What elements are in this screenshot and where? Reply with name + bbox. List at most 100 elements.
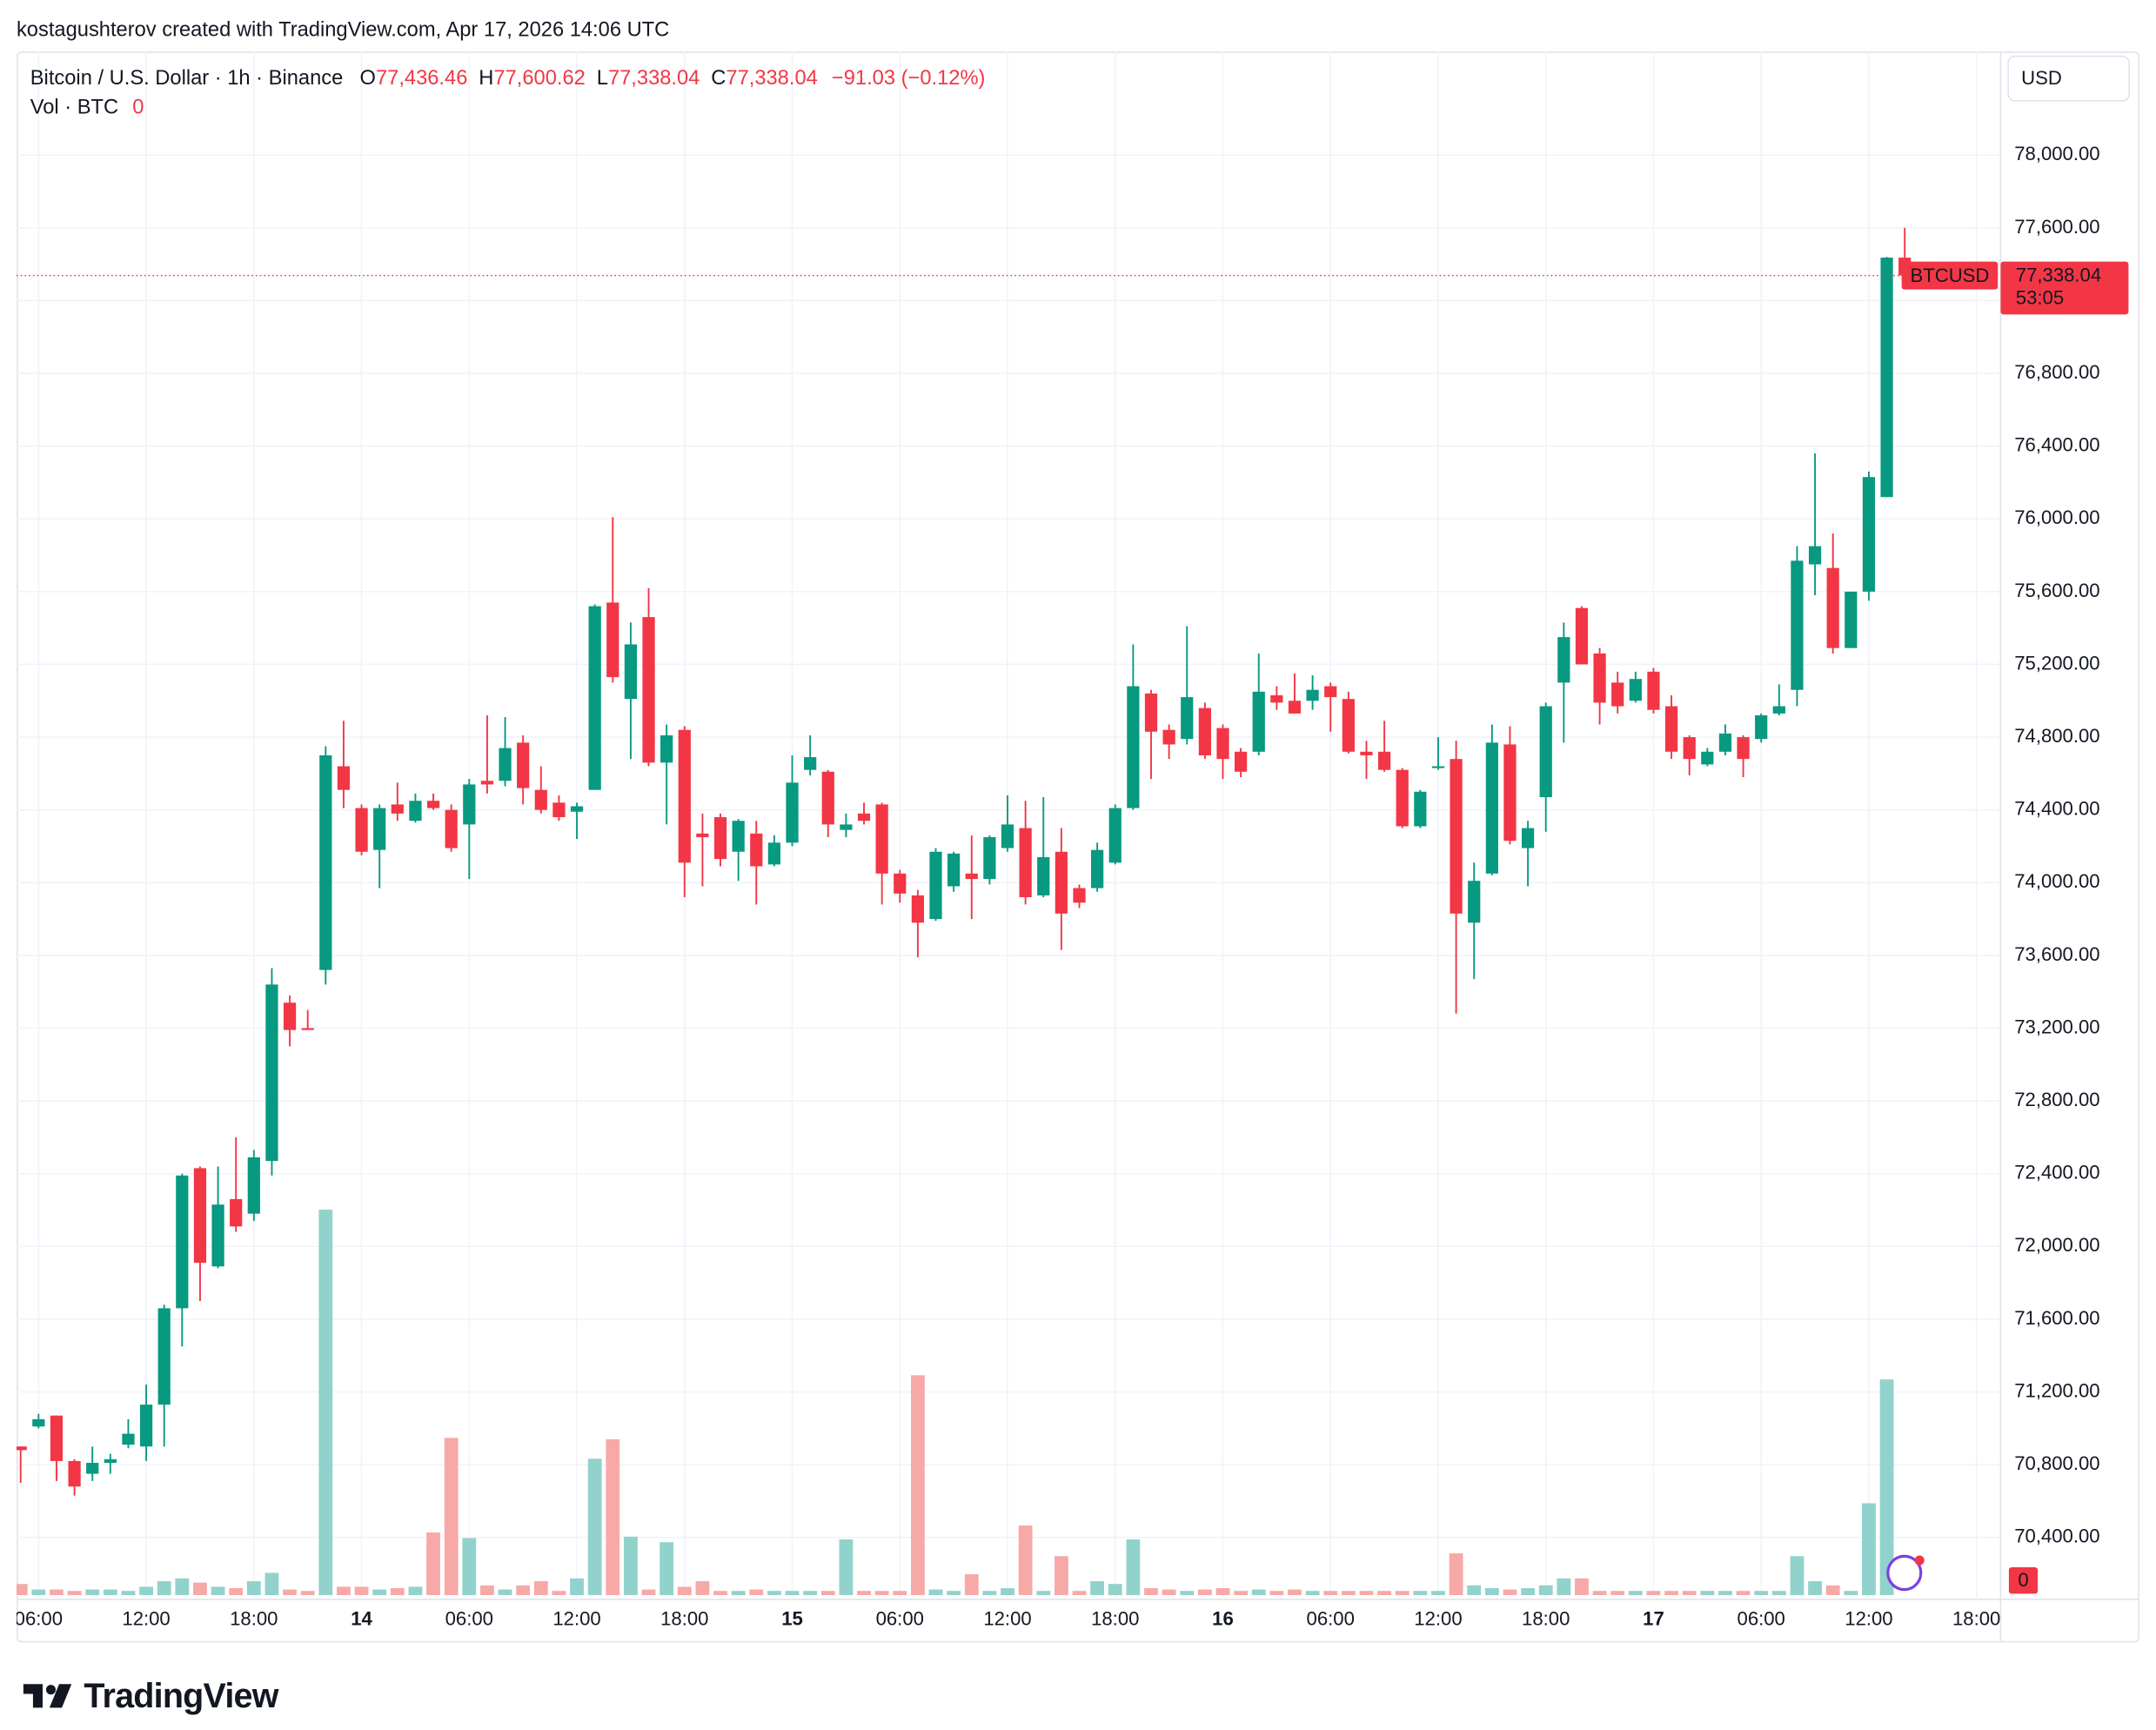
legend-value: 77,338.04	[726, 66, 817, 90]
countdown-label: 53:05	[2016, 287, 2064, 309]
volume-bar	[1305, 1591, 1320, 1595]
currency-button[interactable]	[2007, 55, 2130, 102]
volume-bar	[874, 1591, 889, 1595]
price-box	[2000, 261, 2129, 315]
candle-body	[1772, 706, 1785, 714]
volume-bar	[16, 1584, 28, 1595]
candle-body	[660, 734, 673, 763]
candle-body	[1880, 258, 1893, 498]
x-tick-label: 12:00	[122, 1608, 170, 1630]
y-tick-label: 70,400.00	[2014, 1525, 2099, 1547]
symbol-box	[1901, 261, 1999, 290]
volume-bar	[31, 1589, 46, 1595]
candle-body	[157, 1308, 171, 1405]
volume-bar	[1521, 1587, 1535, 1595]
candle-body	[840, 824, 853, 830]
candle-body	[104, 1458, 117, 1464]
y-tick-label: 74,400.00	[2014, 797, 2099, 819]
legend-value: 77,436.46	[376, 66, 467, 90]
candle-body	[1252, 691, 1265, 752]
candle-body	[1055, 851, 1068, 914]
legend-change: −91.03 (−0.12%)	[832, 66, 986, 90]
candle-body	[355, 808, 368, 852]
candle-body	[1288, 701, 1302, 714]
price-pane	[16, 227, 1912, 1496]
legend-value: 77,600.62	[493, 66, 585, 90]
volume-bar	[50, 1589, 64, 1595]
candle-body	[1235, 751, 1248, 772]
volume-bar	[1377, 1591, 1392, 1595]
volume-bar	[1323, 1591, 1338, 1595]
candle-body	[1575, 607, 1589, 665]
candle-body	[1683, 737, 1696, 760]
volume-bar	[462, 1538, 477, 1595]
candle-body	[678, 729, 691, 863]
volume-bar	[1557, 1578, 1571, 1595]
volume-bar	[1359, 1591, 1374, 1595]
price-label: 77,338.04	[2016, 264, 2101, 285]
volume-bar	[1036, 1591, 1051, 1595]
volume-axis-label: 0	[2018, 1569, 2028, 1591]
volume-bar	[641, 1589, 656, 1595]
candle-body	[1521, 828, 1535, 848]
volume-bar	[1879, 1379, 1894, 1595]
candle-body	[696, 833, 709, 838]
candle-body	[139, 1405, 153, 1447]
volume-bar	[803, 1591, 818, 1595]
volume-bar	[1251, 1589, 1266, 1595]
candle-body	[1431, 766, 1445, 768]
volume-bar	[533, 1580, 548, 1595]
candle-body	[1826, 567, 1839, 648]
grid	[16, 51, 2001, 1599]
volume-bar	[1808, 1580, 1822, 1595]
candle-body	[947, 853, 961, 887]
candle-body	[534, 789, 547, 810]
volume-bar	[1503, 1589, 1517, 1595]
assistant-icon[interactable]	[1886, 1554, 1923, 1592]
volume-bar	[426, 1532, 440, 1595]
x-tick-label: 12:00	[552, 1608, 600, 1630]
candle-body	[732, 821, 745, 852]
volume-bar	[606, 1438, 620, 1595]
candle-body	[1664, 706, 1678, 752]
candle-body	[606, 602, 619, 678]
volume-bar	[318, 1210, 333, 1595]
candle-body	[445, 809, 458, 848]
candle-body	[642, 617, 655, 763]
y-tick-label: 74,000.00	[2014, 870, 2099, 892]
y-tick-label: 72,400.00	[2014, 1162, 2099, 1184]
candle-body	[588, 606, 601, 790]
volume-bar	[1592, 1591, 1607, 1595]
x-tick-label: 18:00	[1091, 1608, 1139, 1630]
volume-bar	[857, 1591, 871, 1595]
volume-legend: Vol · BTC 0	[30, 96, 144, 119]
volume-bar	[893, 1591, 907, 1595]
volume-bar	[1180, 1591, 1195, 1595]
candle-body	[391, 804, 404, 814]
candle-body	[247, 1157, 260, 1214]
y-tick-label: 75,600.00	[2014, 580, 2099, 601]
volume-bar	[246, 1580, 261, 1595]
volume-bar	[1736, 1591, 1751, 1595]
candle-body	[1450, 759, 1463, 914]
x-tick-label: 17	[1643, 1608, 1664, 1630]
candle-body	[624, 644, 638, 700]
volume-bar	[390, 1587, 405, 1595]
volume-bar	[910, 1375, 925, 1595]
candle-body	[1216, 728, 1229, 760]
x-tick-label: 16	[1212, 1608, 1234, 1630]
volume-bar	[767, 1591, 781, 1595]
volume-bar	[300, 1591, 315, 1595]
volume-bar	[1628, 1591, 1643, 1595]
candle-body	[713, 817, 727, 860]
candle-body	[1557, 637, 1570, 683]
x-tick-label: 18:00	[660, 1608, 708, 1630]
volume-bar	[660, 1542, 674, 1595]
volume-bar	[1538, 1585, 1553, 1595]
y-tick-label: 76,000.00	[2014, 506, 2099, 528]
volume-bar	[695, 1580, 710, 1595]
volume-pane	[16, 1210, 1894, 1595]
candle-body	[1808, 546, 1822, 565]
candle-body	[1755, 715, 1768, 740]
